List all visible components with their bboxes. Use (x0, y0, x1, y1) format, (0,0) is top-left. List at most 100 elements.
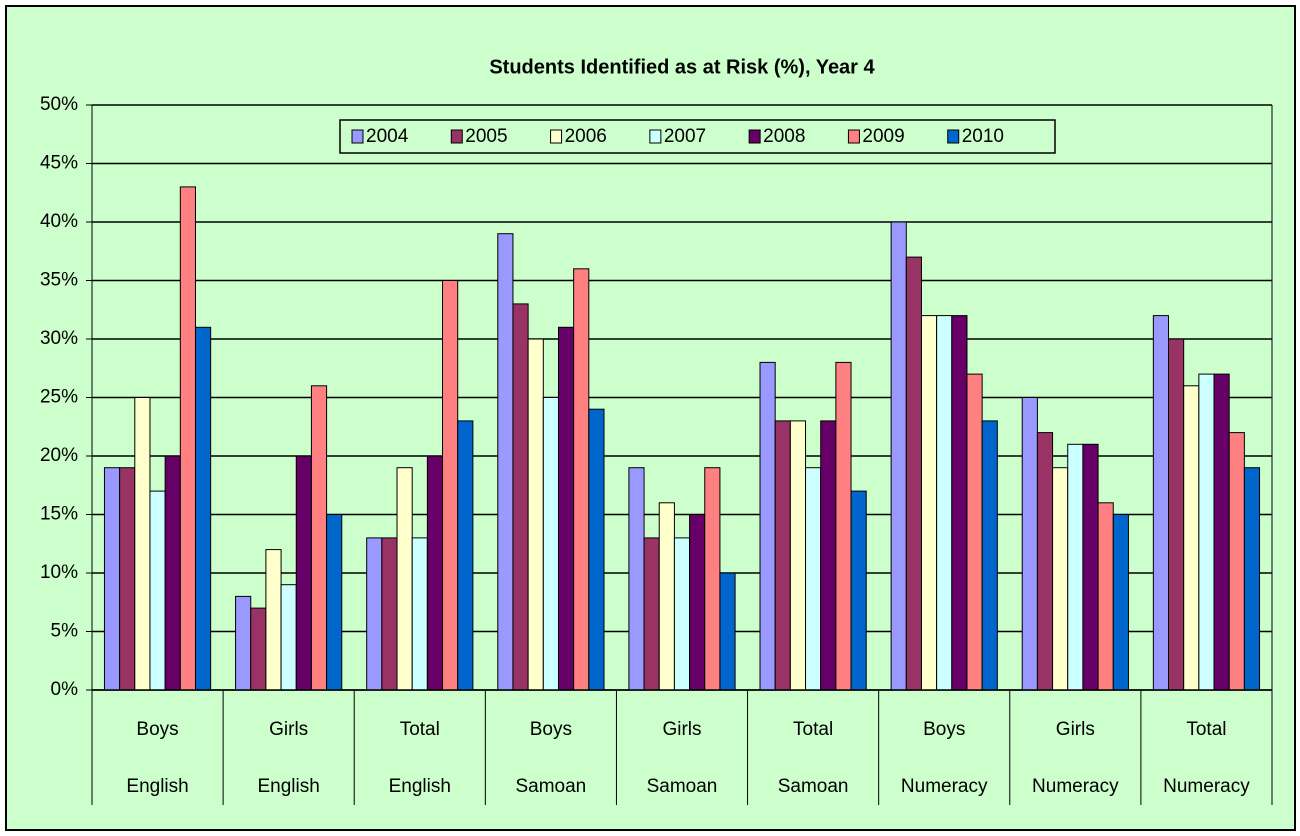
y-tick-label: 25% (40, 387, 78, 408)
x-tick-label: Girls (269, 719, 308, 740)
bar (1067, 443, 1084, 691)
bar (936, 315, 953, 691)
bar (1021, 397, 1038, 691)
bar (1082, 443, 1099, 691)
bar (1152, 315, 1170, 691)
chart-title: Students Identified as at Risk (%), Year… (489, 56, 875, 78)
bar (1243, 467, 1261, 691)
x-tick-label: Girls (1056, 719, 1095, 740)
bar (1213, 373, 1230, 691)
legend-label: 2008 (763, 126, 805, 147)
x-tick-label: Samoan (515, 776, 586, 797)
bar (164, 455, 181, 691)
y-tick-label: 30% (40, 328, 78, 349)
x-tick-label: Numeracy (1163, 776, 1250, 797)
legend-swatch (450, 129, 463, 144)
bar (179, 186, 196, 691)
x-tick-label: English (258, 776, 320, 797)
bar (310, 385, 328, 691)
bar (774, 420, 791, 691)
bar (920, 315, 938, 691)
bar (966, 373, 983, 691)
bar (981, 420, 998, 691)
bar (366, 537, 383, 691)
legend-swatch (550, 129, 563, 144)
bar (658, 502, 675, 691)
bar (905, 256, 922, 691)
bar (527, 338, 544, 691)
bar (442, 280, 459, 691)
bar (426, 455, 444, 691)
x-tick-label: Numeracy (1032, 776, 1119, 797)
bar (103, 467, 121, 691)
x-tick-label: Total (1186, 719, 1226, 740)
bar (411, 537, 428, 691)
x-tick-label: Samoan (647, 776, 718, 797)
bar (835, 361, 852, 691)
y-tick-label: 5% (51, 621, 79, 642)
bar (512, 303, 529, 691)
bar (542, 397, 559, 691)
bar (573, 268, 590, 691)
bar (557, 326, 575, 691)
bar (704, 467, 721, 691)
bar (1183, 385, 1200, 691)
x-tick-label: Girls (662, 719, 701, 740)
y-tick-label: 50% (40, 94, 78, 115)
bar (588, 408, 605, 691)
legend-label: 2005 (465, 126, 507, 147)
x-tick-label: Numeracy (901, 776, 988, 797)
legend-label: 2010 (962, 126, 1004, 147)
bar (1112, 514, 1129, 691)
y-tick-label: 0% (51, 679, 79, 700)
bar (951, 315, 968, 691)
bar (1036, 432, 1054, 691)
y-tick-label: 15% (40, 504, 78, 525)
bar (381, 537, 398, 691)
y-tick-label: 40% (40, 211, 78, 232)
bar (789, 420, 807, 691)
bar (119, 467, 136, 691)
x-tick-label: Boys (923, 719, 965, 740)
bar (280, 584, 297, 691)
x-tick-label: English (389, 776, 451, 797)
legend-label: 2006 (565, 126, 607, 147)
y-tick-label: 10% (40, 562, 78, 583)
bar (194, 326, 212, 691)
legend-swatch (351, 129, 364, 144)
bar (805, 467, 822, 691)
x-tick-label: Boys (530, 719, 572, 740)
legend-label: 2007 (664, 126, 706, 147)
y-tick-label: 35% (40, 270, 78, 291)
bar (1097, 502, 1114, 691)
legend-label: 2009 (862, 126, 904, 147)
x-tick-label: Total (793, 719, 833, 740)
bar (149, 490, 166, 691)
legend-label: 2004 (366, 126, 409, 147)
bar (1198, 373, 1215, 691)
bar (1052, 467, 1069, 691)
x-tick-label: English (126, 776, 188, 797)
bar (673, 537, 691, 691)
bar (890, 221, 907, 691)
bar (689, 514, 706, 691)
x-tick-label: Boys (136, 719, 178, 740)
x-tick-label: Total (400, 719, 440, 740)
y-tick-label: 20% (40, 445, 78, 466)
bar (326, 514, 343, 691)
bar (134, 397, 151, 691)
legend-swatch (847, 129, 860, 144)
legend-swatch (649, 129, 662, 144)
bar (457, 420, 474, 691)
bar (850, 490, 867, 691)
bar (1228, 432, 1245, 691)
bar (643, 537, 660, 691)
y-tick-label: 45% (40, 153, 78, 174)
x-tick-label: Samoan (778, 776, 849, 797)
bar (628, 467, 645, 691)
legend-swatch (947, 129, 960, 144)
bar (759, 361, 776, 691)
bar (250, 607, 267, 691)
